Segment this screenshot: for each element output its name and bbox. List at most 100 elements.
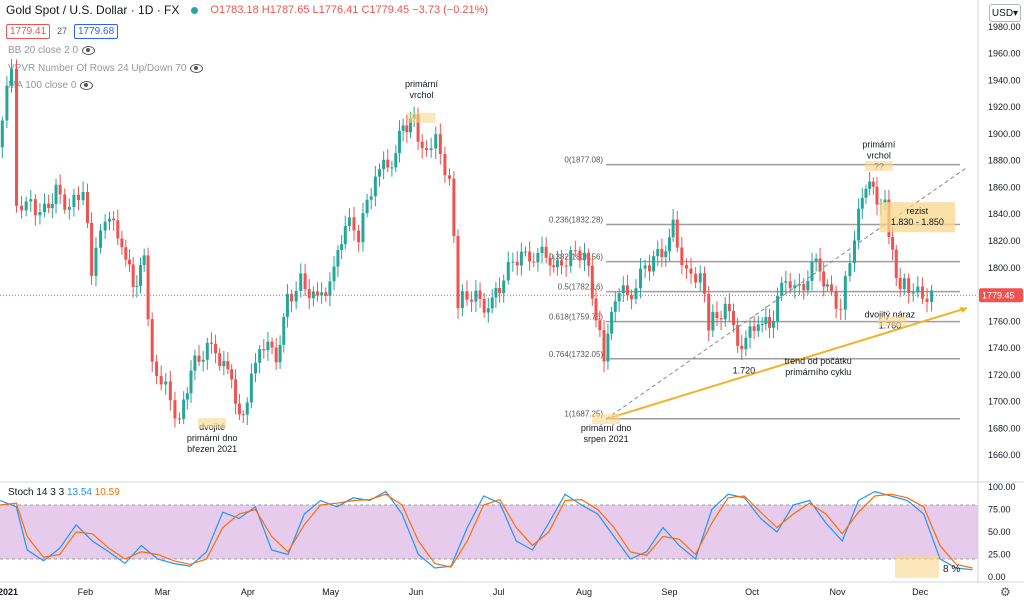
candle-body bbox=[519, 251, 523, 266]
candle-body bbox=[155, 361, 159, 376]
candle-body bbox=[343, 226, 347, 245]
annotation-text: březen 2021 bbox=[187, 444, 237, 454]
candle-body bbox=[894, 249, 898, 278]
buy-price-button[interactable]: 1779.68 bbox=[74, 24, 119, 39]
candle-body bbox=[594, 298, 598, 321]
candle-body bbox=[15, 68, 19, 206]
candle-body bbox=[294, 290, 298, 302]
annotation-highlight bbox=[878, 316, 907, 327]
candle-body bbox=[806, 280, 810, 291]
candle-body bbox=[182, 399, 186, 419]
candle-body bbox=[401, 125, 405, 131]
candle-body bbox=[814, 258, 818, 262]
candle-body bbox=[634, 288, 638, 299]
candle-body bbox=[369, 196, 373, 200]
candle-body bbox=[723, 303, 727, 320]
candle-body bbox=[548, 257, 552, 266]
candle-body bbox=[760, 324, 764, 326]
candle-body bbox=[43, 203, 47, 213]
fib-level-label: 0.618(1759.76) bbox=[549, 313, 604, 322]
candle-body bbox=[116, 220, 120, 239]
annotation-highlight bbox=[864, 161, 893, 172]
candle-body bbox=[438, 134, 442, 154]
annotation-highlight bbox=[895, 556, 939, 578]
candle-body bbox=[382, 159, 386, 170]
candle-body bbox=[494, 287, 498, 298]
candle-body bbox=[77, 194, 81, 201]
candle-body bbox=[420, 141, 424, 149]
stoch-d-value: 10.59 bbox=[94, 487, 120, 498]
candle-body bbox=[834, 290, 838, 309]
symbol-title[interactable]: Gold Spot / U.S. Dollar · 1D · FX bbox=[6, 3, 180, 17]
eye-icon[interactable] bbox=[82, 46, 96, 55]
x-tick-label: Mar bbox=[155, 587, 171, 597]
x-tick-label: Jul bbox=[493, 587, 505, 597]
candle-body bbox=[552, 265, 556, 268]
indicator-vpvr[interactable]: VPVR Number Of Rows 24 Up/Down 70 bbox=[8, 63, 204, 74]
annotation-highlight bbox=[879, 202, 956, 233]
eye-icon[interactable] bbox=[80, 81, 94, 90]
candle-body bbox=[502, 280, 506, 294]
annotation-text: 1.830 - 1.850 bbox=[891, 217, 944, 227]
y-tick-label: 1820.00 bbox=[988, 236, 1021, 246]
candle-body bbox=[843, 276, 847, 310]
candle-body bbox=[810, 261, 814, 281]
y-tick-label: 1980.00 bbox=[988, 22, 1021, 32]
candle-body bbox=[434, 134, 438, 149]
candle-body bbox=[0, 120, 4, 148]
currency-dropdown[interactable]: USD▾ bbox=[989, 4, 1021, 22]
candle-body bbox=[72, 194, 76, 207]
x-tick-label: 2021 bbox=[0, 587, 18, 597]
fib-level-label: 0.5(1782.16) bbox=[558, 283, 604, 292]
indicator-ma[interactable]: MA 100 close 0 bbox=[8, 80, 94, 91]
candle-body bbox=[50, 203, 54, 209]
annotation-text: primární dno bbox=[581, 423, 632, 433]
annotation-text: rezist bbox=[907, 206, 929, 216]
stoch-title: Stoch 14 3 3 bbox=[8, 487, 65, 498]
candle-body bbox=[578, 250, 582, 261]
candle-body bbox=[90, 222, 94, 276]
candle-body bbox=[920, 286, 924, 299]
candle-body bbox=[680, 247, 684, 265]
candle-body bbox=[245, 402, 249, 415]
eye-icon[interactable] bbox=[190, 64, 204, 73]
candle-body bbox=[911, 292, 915, 294]
indicator-label: VPVR Number Of Rows 24 Up/Down 70 bbox=[8, 63, 187, 74]
candle-body bbox=[830, 284, 834, 291]
fib-level-label: 0.764(1732.05) bbox=[549, 350, 604, 359]
x-tick-label: Sep bbox=[661, 587, 677, 597]
candle-body bbox=[262, 349, 266, 351]
candle-body bbox=[613, 301, 617, 312]
y-tick-label: 1960.00 bbox=[988, 49, 1021, 59]
candle-body bbox=[209, 342, 213, 344]
candle-body bbox=[569, 250, 573, 267]
y-tick-label: 1700.00 bbox=[988, 397, 1021, 407]
candle-body bbox=[540, 246, 544, 253]
candle-body bbox=[234, 379, 238, 404]
stoch-band bbox=[0, 505, 978, 559]
indicator-bb[interactable]: BB 20 close 2 0 bbox=[8, 45, 96, 56]
candle-body bbox=[386, 159, 390, 168]
sell-price-button[interactable]: 1779.41 bbox=[6, 24, 51, 39]
candle-body bbox=[316, 291, 320, 296]
candle-body bbox=[214, 343, 218, 354]
candle-body bbox=[285, 293, 289, 317]
candle-body bbox=[573, 250, 577, 252]
candle-body bbox=[390, 167, 394, 169]
candle-body bbox=[719, 318, 723, 320]
candle-body bbox=[524, 251, 528, 253]
candle-body bbox=[564, 265, 568, 267]
annotation-highlight bbox=[407, 112, 436, 123]
candle-body bbox=[703, 273, 707, 294]
candle-body bbox=[178, 418, 182, 420]
candle-body bbox=[498, 287, 502, 294]
candle-body bbox=[868, 181, 872, 189]
candle-body bbox=[270, 341, 274, 348]
candle-body bbox=[124, 247, 128, 260]
candle-body bbox=[38, 212, 42, 216]
candle-body bbox=[590, 265, 594, 299]
y-tick-label: 1940.00 bbox=[988, 75, 1021, 85]
stoch-y-tick-label: 100.00 bbox=[988, 482, 1016, 492]
x-tick-label: Jun bbox=[409, 587, 424, 597]
